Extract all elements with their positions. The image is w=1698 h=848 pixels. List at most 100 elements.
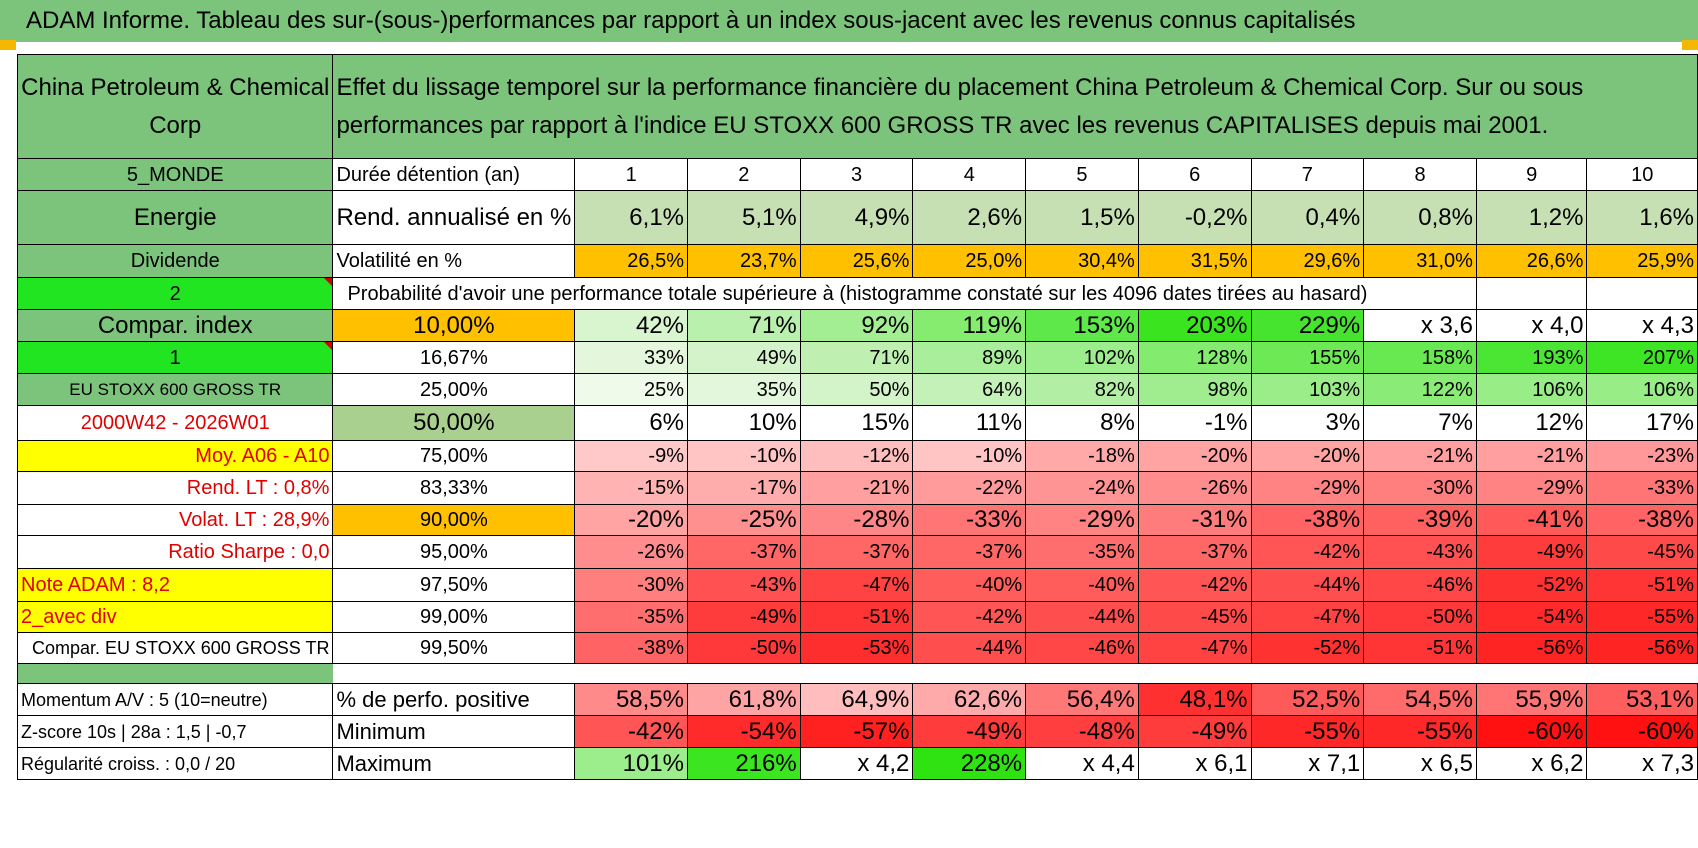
- percentile-cell: -20%: [574, 504, 688, 536]
- bottom-value: x 4,2: [799, 747, 914, 780]
- corner-marker: [1682, 40, 1698, 50]
- percentile-cell: -42%: [1137, 568, 1252, 602]
- percentile-cell: 15%: [799, 405, 914, 441]
- percentile-cell: -28%: [799, 504, 914, 536]
- rend-value: 1,2%: [1475, 190, 1588, 245]
- percentile-cell: -51%: [1363, 632, 1477, 664]
- probability-label: Probabilité d'avoir une performance tota…: [332, 277, 1477, 310]
- percentile-cell: 153%: [1025, 309, 1139, 342]
- year-header: 8: [1363, 158, 1477, 191]
- percentile-cell: 12%: [1475, 405, 1588, 441]
- percentile-value: 95,00%: [332, 535, 576, 569]
- empty-cell: [1586, 277, 1698, 310]
- bottom-value: -48%: [1025, 715, 1139, 748]
- probability-row: 2 Probabilité d'avoir une performance tot…: [16, 277, 1698, 310]
- percentile-cell: -25%: [687, 504, 801, 536]
- percentile-cell: 50%: [799, 373, 914, 406]
- percentile-cell: -10%: [687, 440, 801, 472]
- percentile-cell: 42%: [574, 309, 688, 342]
- percentile-value: 50,00%: [332, 405, 576, 441]
- percentile-row: Ratio Sharpe : 0,0 95,00% -26% -37% -37% -37%…: [16, 535, 1698, 569]
- percentile-cell: 49%: [687, 341, 801, 374]
- percentile-row: EU STOXX 600 GROSS TR 25,00% 25% 35% 50% 64% 8…: [16, 373, 1698, 406]
- positive-row: Momentum A/V : 5 (10=neutre)% de perfo. …: [16, 683, 1698, 716]
- percentile-cell: 82%: [1025, 373, 1139, 406]
- percentile-value: 83,33%: [332, 471, 576, 505]
- selector-2[interactable]: 2: [16, 277, 334, 310]
- percentile-cell: -47%: [1137, 632, 1252, 664]
- percentile-cell: -23%: [1586, 440, 1698, 472]
- percentile-cell: -21%: [1363, 440, 1477, 472]
- percentile-cell: 71%: [687, 309, 801, 342]
- percentile-cell: 35%: [687, 373, 801, 406]
- header-row: China Petroleum & Chemical Corp Effet du …: [16, 54, 1698, 159]
- bottom-value: -60%: [1586, 715, 1698, 748]
- region-label: 5_MONDE: [16, 158, 334, 191]
- note-label: Note ADAM : 8,2: [16, 568, 334, 602]
- percentile-cell: 106%: [1586, 373, 1698, 406]
- percentile-cell: -33%: [1586, 471, 1698, 505]
- percentile-value: 99,00%: [332, 601, 576, 633]
- bottom-value: 61,8%: [687, 683, 801, 716]
- vol-value: 25,6%: [799, 244, 914, 278]
- bottom-value: 228%: [912, 747, 1027, 780]
- bottom-value: x 4,4: [1025, 747, 1139, 780]
- compar-full-label: Compar. EU STOXX 600 GROSS TR: [16, 632, 334, 664]
- percentile-cell: -38%: [574, 632, 688, 664]
- year-header: 2: [687, 158, 801, 191]
- zscore-label: Z-score 10s | 28a : 1,5 | -0,7: [16, 715, 334, 748]
- bottom-value: 48,1%: [1137, 683, 1252, 716]
- sector-label: Energie: [16, 190, 334, 245]
- percentile-cell: -43%: [1363, 535, 1477, 569]
- percentile-cell: -37%: [912, 535, 1027, 569]
- percentile-cell: -21%: [1475, 440, 1588, 472]
- bottom-value: 53,1%: [1586, 683, 1698, 716]
- rend-value: -0,2%: [1137, 190, 1252, 245]
- percentile-cell: -24%: [1025, 471, 1139, 505]
- percentile-cell: 229%: [1250, 309, 1365, 342]
- percentile-cell: -10%: [912, 440, 1027, 472]
- rend-value: 0,4%: [1250, 190, 1365, 245]
- max_label: Maximum: [332, 747, 576, 780]
- percentile-cell: -20%: [1137, 440, 1252, 472]
- percentile-cell: 193%: [1475, 341, 1588, 374]
- percentile-value: 75,00%: [332, 440, 576, 472]
- bottom-value: -42%: [574, 715, 688, 748]
- minimum-row: Z-score 10s | 28a : 1,5 | -0,7 Minimum -42…: [16, 715, 1698, 748]
- percentile-cell: -42%: [912, 601, 1027, 633]
- percentile-cell: -46%: [1025, 632, 1139, 664]
- selector-1[interactable]: 1: [16, 341, 334, 374]
- bottom-value: 64,9%: [799, 683, 914, 716]
- year-header: 6: [1137, 158, 1252, 191]
- percentile-cell: 64%: [912, 373, 1027, 406]
- pos_label: % de perfo. positive: [332, 683, 576, 716]
- percentile-cell: 119%: [912, 309, 1027, 342]
- bottom-value: x 6,1: [1137, 747, 1252, 780]
- year-header: 5: [1025, 158, 1139, 191]
- bottom-value: 52,5%: [1250, 683, 1365, 716]
- year-header: 10: [1586, 158, 1698, 191]
- vol-value: 26,5%: [574, 244, 688, 278]
- percentile-cell: -43%: [687, 568, 801, 602]
- percentile-cell: 10%: [687, 405, 801, 441]
- vol-value: 26,6%: [1475, 244, 1588, 278]
- percentile-cell: -56%: [1586, 632, 1698, 664]
- percentile-cell: -30%: [1363, 471, 1477, 505]
- bottom-value: -57%: [799, 715, 914, 748]
- percentile-row: Rend. LT : 0,8% 83,33% -15% -17% -21% -22% -24…: [16, 471, 1698, 505]
- percentile-row: Note ADAM : 8,2 97,50% -30% -43% -47% -40% -40…: [16, 568, 1698, 602]
- percentile-cell: 128%: [1137, 341, 1252, 374]
- percentile-cell: 8%: [1025, 405, 1139, 441]
- percentile-cell: 17%: [1586, 405, 1698, 441]
- percentile-value: 10,00%: [332, 309, 576, 342]
- percentile-value: 90,00%: [332, 504, 576, 536]
- percentile-cell: 106%: [1475, 373, 1588, 406]
- percentile-cell: -37%: [687, 535, 801, 569]
- percentile-cell: -22%: [912, 471, 1027, 505]
- type-label: Dividende: [16, 244, 334, 278]
- percentile-cell: -51%: [799, 601, 914, 633]
- percentile-cell: -9%: [574, 440, 688, 472]
- corner-marker: [0, 40, 16, 50]
- percentile-cell: -53%: [799, 632, 914, 664]
- performance-table: China Petroleum & Chemical Corp Effet du …: [16, 54, 1698, 780]
